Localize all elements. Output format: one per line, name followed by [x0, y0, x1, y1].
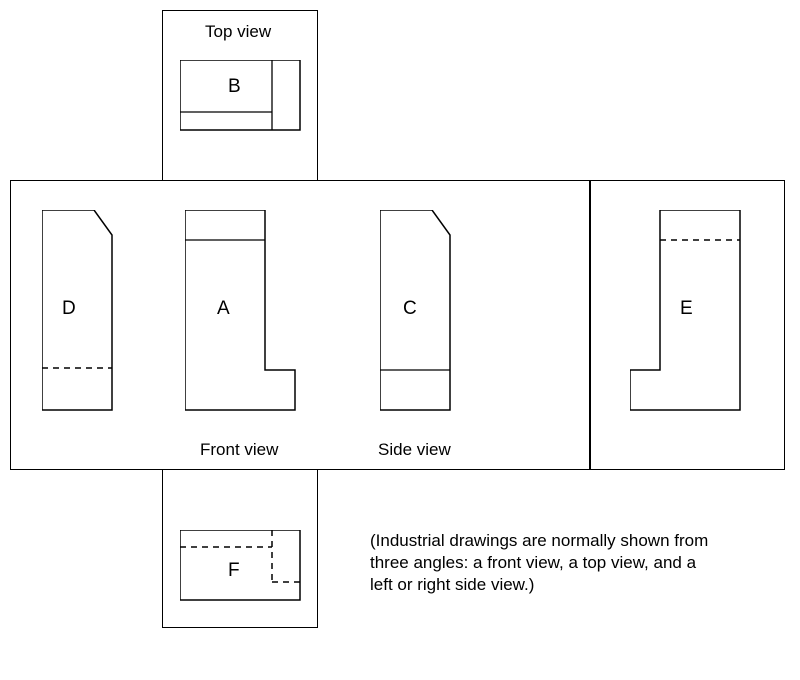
letter-f: F: [228, 560, 240, 582]
letter-e: E: [680, 298, 693, 320]
label-front-view: Front view: [200, 440, 278, 460]
letter-b: B: [228, 76, 241, 98]
label-side-view: Side view: [378, 440, 451, 460]
label-top-view: Top view: [205, 22, 271, 42]
shape-d: [42, 210, 122, 420]
shape-b: [180, 60, 310, 140]
letter-a: A: [217, 298, 230, 320]
note-text: (Industrial drawings are normally shown …: [370, 530, 720, 595]
shape-a: [185, 210, 305, 420]
shape-c: [380, 210, 460, 420]
shape-f: [180, 530, 310, 610]
letter-d: D: [62, 298, 76, 320]
diagram-canvas: Top view Front view Side view B D A C E …: [0, 0, 800, 680]
letter-c: C: [403, 298, 417, 320]
